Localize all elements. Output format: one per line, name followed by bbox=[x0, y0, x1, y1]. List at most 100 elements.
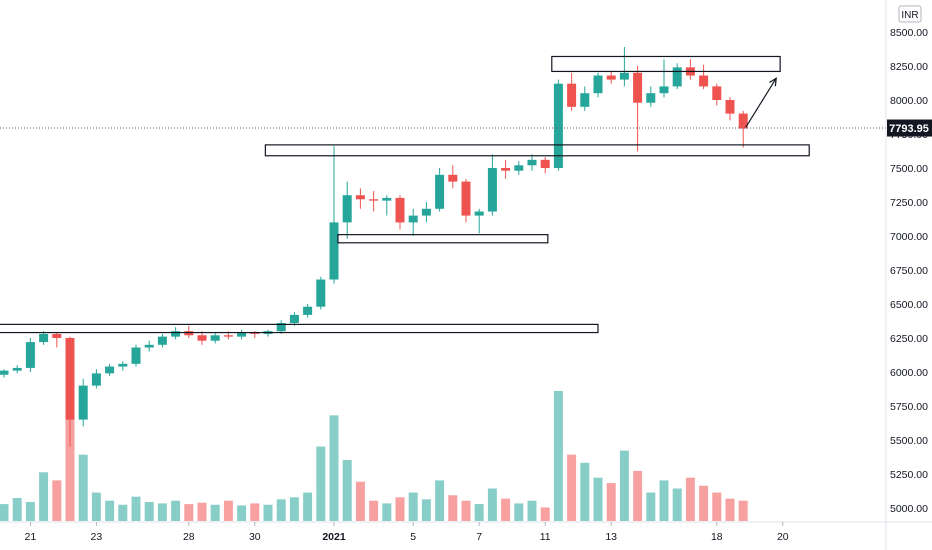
price-tick-label: 7500.00 bbox=[890, 163, 928, 175]
candle-body bbox=[171, 331, 181, 337]
candle-body bbox=[144, 344, 154, 348]
volume-bar bbox=[435, 480, 445, 521]
trend-arrow[interactable] bbox=[745, 77, 777, 128]
candle bbox=[672, 63, 682, 90]
candle-body bbox=[39, 333, 49, 343]
candle-body bbox=[672, 67, 682, 87]
price-tick-label: 5750.00 bbox=[890, 401, 928, 413]
time-tick-label[interactable]: 23 bbox=[91, 531, 103, 543]
candle bbox=[276, 320, 286, 334]
time-tick-label[interactable]: 5 bbox=[410, 531, 416, 543]
volume-bar bbox=[355, 481, 365, 521]
volume-bar bbox=[65, 395, 75, 521]
candle bbox=[408, 208, 418, 236]
candle bbox=[448, 165, 458, 189]
candle-body bbox=[355, 195, 365, 200]
candle-body bbox=[553, 83, 563, 168]
candle bbox=[421, 202, 431, 223]
volume-bar bbox=[659, 480, 669, 521]
price-tick-label: 5000.00 bbox=[890, 503, 928, 515]
candle bbox=[118, 361, 128, 371]
time-tick-label[interactable]: 18 bbox=[711, 531, 723, 543]
currency-badge[interactable]: INR bbox=[898, 5, 922, 23]
candle-body bbox=[659, 86, 669, 94]
time-axis-background bbox=[0, 522, 932, 550]
volume-bar bbox=[276, 499, 286, 521]
volume-bar bbox=[197, 502, 207, 521]
candle bbox=[355, 188, 365, 209]
candle bbox=[382, 195, 392, 216]
candle bbox=[52, 332, 62, 348]
volume-bar bbox=[461, 500, 471, 521]
candle bbox=[501, 159, 511, 179]
candle-body bbox=[540, 159, 550, 168]
range-box[interactable] bbox=[337, 234, 549, 244]
candle-body bbox=[12, 367, 22, 371]
candle-body bbox=[223, 335, 233, 337]
candle bbox=[184, 325, 194, 338]
volume-bar bbox=[157, 503, 167, 521]
volume-bar bbox=[408, 492, 418, 521]
candle bbox=[580, 86, 590, 111]
candle bbox=[131, 344, 141, 367]
volume-bar bbox=[382, 503, 392, 521]
candle-body bbox=[461, 181, 471, 216]
time-axis-ticks[interactable]: 21 23 28 30 2021 5 7 11 13 18 20 bbox=[25, 522, 789, 543]
candle-body bbox=[65, 338, 75, 420]
candle-body bbox=[501, 168, 511, 171]
candle bbox=[25, 338, 35, 372]
time-tick-label[interactable]: 20 bbox=[777, 531, 789, 543]
volume-bar bbox=[12, 497, 22, 521]
range-box[interactable] bbox=[0, 323, 599, 334]
range-box[interactable] bbox=[551, 55, 781, 73]
volume-bar bbox=[553, 391, 563, 521]
volume-bar bbox=[39, 472, 49, 521]
volume-bar bbox=[263, 504, 273, 521]
volume-bar bbox=[303, 492, 313, 521]
candle bbox=[342, 181, 352, 239]
arrow-shaft[interactable] bbox=[745, 77, 777, 128]
time-tick-label[interactable]: 13 bbox=[605, 531, 617, 543]
time-tick-label[interactable]: 28 bbox=[183, 531, 195, 543]
time-tick-label[interactable]: 21 bbox=[25, 531, 37, 543]
volume-bar bbox=[237, 505, 247, 521]
volume-bar bbox=[210, 504, 220, 521]
candle-body bbox=[157, 336, 167, 345]
candle-body bbox=[395, 197, 405, 223]
price-tick-label: 6500.00 bbox=[890, 299, 928, 311]
candle bbox=[65, 336, 75, 447]
price-tick-label: 8250.00 bbox=[890, 61, 928, 73]
volume-bar bbox=[606, 483, 616, 521]
range-box[interactable] bbox=[264, 144, 810, 157]
candle-body bbox=[105, 366, 115, 374]
currency-label: INR bbox=[901, 10, 918, 21]
time-tick-label[interactable]: 7 bbox=[476, 531, 482, 543]
volume-bar bbox=[699, 485, 709, 521]
price-tick-label: 6750.00 bbox=[890, 265, 928, 277]
arrow-head[interactable] bbox=[769, 77, 777, 87]
candle-body bbox=[342, 195, 352, 223]
candle-body bbox=[474, 211, 484, 216]
volume-bar bbox=[580, 462, 590, 521]
candle bbox=[567, 72, 577, 111]
current-price-label: 7793.95 bbox=[889, 123, 929, 135]
candle bbox=[725, 97, 735, 121]
price-tick-label: 5500.00 bbox=[890, 435, 928, 447]
candle-body bbox=[78, 385, 88, 420]
time-tick-label[interactable]: 11 bbox=[540, 531, 551, 543]
candle-body bbox=[408, 215, 418, 223]
price-axis-background bbox=[886, 0, 932, 550]
candle-body bbox=[421, 208, 431, 216]
price-tick-label: 8000.00 bbox=[890, 95, 928, 107]
price-tick-label: 6000.00 bbox=[890, 367, 928, 379]
range-boxes[interactable] bbox=[0, 55, 810, 334]
candle bbox=[738, 110, 748, 148]
volume-bar bbox=[289, 497, 299, 521]
candle bbox=[12, 365, 22, 374]
time-tick-label[interactable]: 30 bbox=[249, 531, 261, 543]
candle bbox=[157, 333, 167, 348]
price-tick-label: 7250.00 bbox=[890, 197, 928, 209]
time-tick-label[interactable]: 2021 bbox=[322, 531, 346, 543]
volume-bar bbox=[131, 496, 141, 521]
